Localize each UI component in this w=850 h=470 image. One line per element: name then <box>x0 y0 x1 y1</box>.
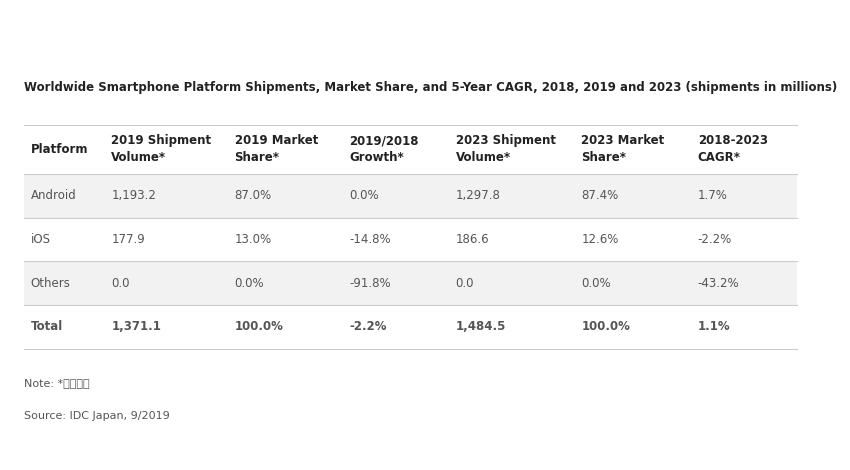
Bar <box>24 125 797 174</box>
Text: 1,193.2: 1,193.2 <box>111 189 156 202</box>
Text: 186.6: 186.6 <box>456 233 490 246</box>
Text: 1.7%: 1.7% <box>698 189 728 202</box>
Bar <box>24 305 797 349</box>
Text: 2018-2023
CAGR*: 2018-2023 CAGR* <box>698 134 768 164</box>
Text: 2019 Shipment
Volume*: 2019 Shipment Volume* <box>111 134 212 164</box>
Text: 0.0: 0.0 <box>456 277 474 290</box>
Text: 2023 Market
Share*: 2023 Market Share* <box>581 134 665 164</box>
Text: 0.0: 0.0 <box>111 277 130 290</box>
Text: 0.0%: 0.0% <box>581 277 611 290</box>
Text: Platform: Platform <box>31 143 88 156</box>
Text: 177.9: 177.9 <box>111 233 145 246</box>
Text: 100.0%: 100.0% <box>235 321 284 333</box>
Text: -91.8%: -91.8% <box>349 277 391 290</box>
Text: 87.4%: 87.4% <box>581 189 619 202</box>
Text: 13.0%: 13.0% <box>235 233 272 246</box>
Text: iOS: iOS <box>31 233 51 246</box>
Text: 2019/2018
Growth*: 2019/2018 Growth* <box>349 134 419 164</box>
Text: Source: IDC Japan, 9/2019: Source: IDC Japan, 9/2019 <box>24 411 169 421</box>
Text: Others: Others <box>31 277 71 290</box>
Text: 87.0%: 87.0% <box>235 189 272 202</box>
Bar <box>24 174 797 218</box>
Text: 100.0%: 100.0% <box>581 321 631 333</box>
Text: 1,484.5: 1,484.5 <box>456 321 506 333</box>
Text: -43.2%: -43.2% <box>698 277 740 290</box>
Bar <box>24 261 797 305</box>
Text: Android: Android <box>31 189 76 202</box>
Text: 1,297.8: 1,297.8 <box>456 189 501 202</box>
Text: 2023 Shipment
Volume*: 2023 Shipment Volume* <box>456 134 556 164</box>
Text: Worldwide Smartphone Platform Shipments, Market Share, and 5-Year CAGR, 2018, 20: Worldwide Smartphone Platform Shipments,… <box>24 81 837 94</box>
Text: 12.6%: 12.6% <box>581 233 619 246</box>
Text: -2.2%: -2.2% <box>698 233 732 246</box>
Text: Note: *は予測値: Note: *は予測値 <box>24 378 89 388</box>
Bar <box>24 218 797 261</box>
Text: 2019 Market
Share*: 2019 Market Share* <box>235 134 318 164</box>
Text: Total: Total <box>31 321 63 333</box>
Text: -14.8%: -14.8% <box>349 233 391 246</box>
Text: 0.0%: 0.0% <box>235 277 264 290</box>
Text: -2.2%: -2.2% <box>349 321 387 333</box>
Text: 1.1%: 1.1% <box>698 321 730 333</box>
Text: 1,371.1: 1,371.1 <box>111 321 162 333</box>
Text: 0.0%: 0.0% <box>349 189 379 202</box>
